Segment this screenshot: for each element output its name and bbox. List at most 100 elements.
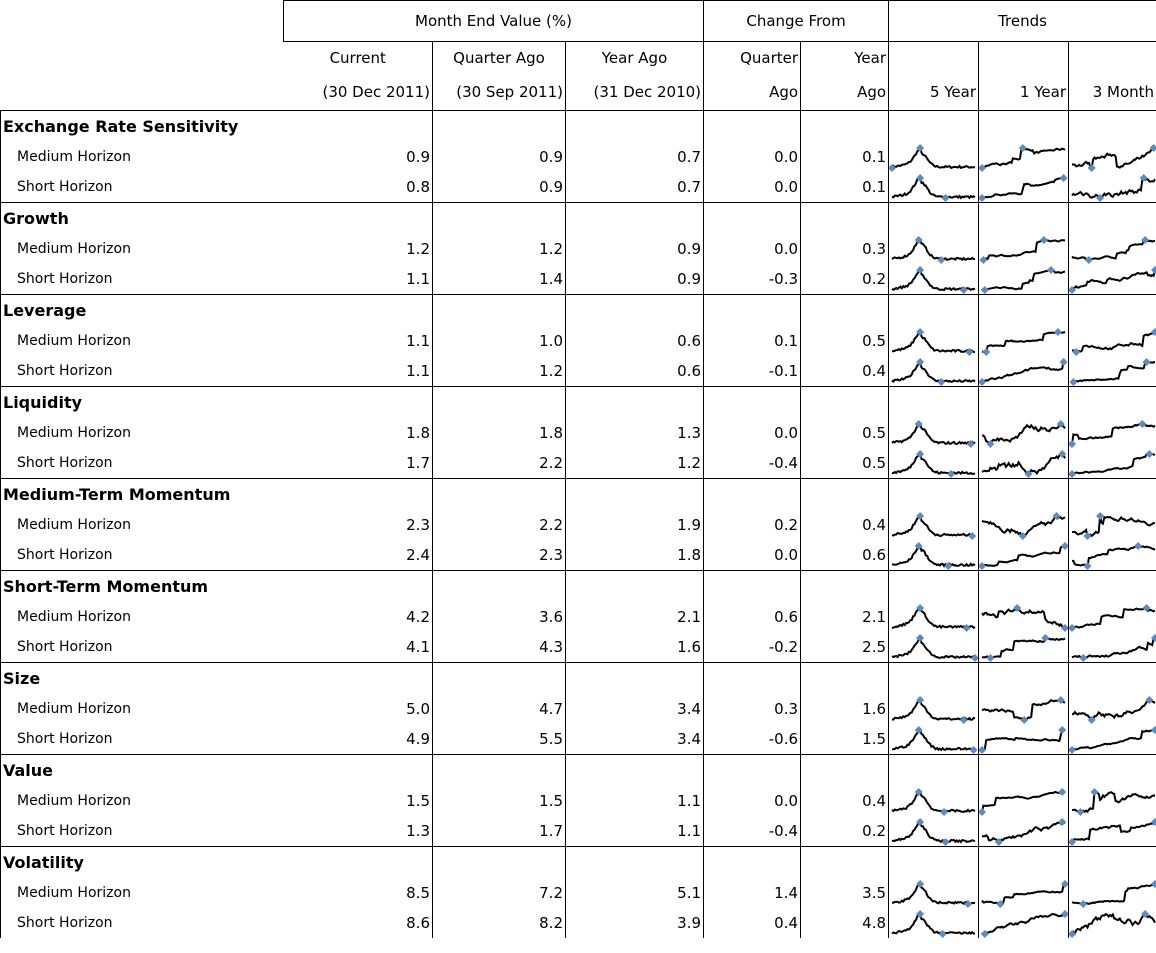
column-header: 1 Year: [978, 73, 1070, 111]
value-cell: 1.6: [565, 632, 705, 663]
empty-cell: [283, 294, 433, 326]
sparkline-marker: [966, 440, 975, 448]
empty-cell: [432, 110, 566, 142]
value-cell: 8.2: [432, 908, 566, 938]
sparkline: [981, 450, 1067, 478]
trend-cell: [1068, 908, 1156, 938]
empty-cell: [703, 202, 802, 234]
column-header: (30 Sep 2011): [432, 73, 566, 111]
value-cell: 0.5: [800, 326, 890, 356]
sparkline: [981, 634, 1066, 662]
empty-cell: [978, 478, 1070, 510]
value-cell: 0.6: [565, 356, 705, 387]
value-cell: 0.2: [800, 816, 890, 847]
sparkline-marker: [1069, 930, 1077, 938]
sparkline-marker: [1151, 880, 1156, 888]
data-row: Short Horizon 4.1 4.3 1.6 -0.2 2.5: [0, 632, 1156, 663]
sparkline-line: [1071, 912, 1156, 936]
sparkline-line: [891, 790, 976, 814]
sparkline-marker: [1142, 604, 1151, 612]
sparkline-marker: [959, 286, 968, 294]
sparkline-marker: [1046, 266, 1055, 274]
row-label: Short Horizon: [0, 632, 284, 663]
sparkline-line: [981, 790, 1066, 813]
group-row: Size: [0, 662, 1156, 694]
sparkline: [1069, 910, 1156, 938]
sparkline-line: [1071, 637, 1156, 660]
sparkline-marker: [937, 378, 946, 386]
sparkline-marker: [940, 808, 949, 816]
sparkline: [1071, 634, 1156, 662]
sparkline-marker: [1069, 378, 1078, 386]
value-cell: 5.1: [565, 878, 705, 908]
empty-cell: [800, 386, 890, 418]
trend-cell: [1068, 448, 1156, 479]
empty-cell: [800, 202, 890, 234]
sparkline-marker: [1041, 634, 1050, 642]
sparkline-marker: [1056, 696, 1065, 704]
empty-cell: [800, 478, 890, 510]
sparkline-line: [1071, 729, 1156, 751]
value-cell: 3.6: [432, 602, 566, 632]
group-label: Volatility: [0, 846, 284, 878]
column-header: 5 Year: [888, 73, 980, 111]
value-cell: 0.9: [283, 142, 433, 172]
row-label: Short Horizon: [0, 172, 284, 203]
value-cell: 1.2: [565, 448, 705, 479]
sparkline: [1072, 328, 1156, 356]
sparkline-marker: [980, 286, 989, 294]
column-header: [1068, 41, 1156, 73]
empty-cell: [888, 294, 980, 326]
value-cell: 0.2: [703, 510, 802, 540]
sparkline: [981, 512, 1066, 540]
sparkline-marker: [982, 348, 991, 356]
empty-cell: [432, 478, 566, 510]
row-label: Short Horizon: [0, 540, 284, 571]
sparkline-line: [981, 636, 1066, 660]
sparkline-marker: [916, 174, 925, 182]
empty-cell: [432, 754, 566, 786]
group-label: Leverage: [0, 294, 284, 326]
empty-cell: [1068, 754, 1156, 786]
data-row: Short Horizon 0.8 0.9 0.7 0.0 0.1: [0, 172, 1156, 203]
value-cell: 2.3: [283, 510, 433, 540]
sparkline: [1071, 236, 1156, 264]
sparkline: [1071, 696, 1156, 724]
sparkline-line: [981, 452, 1066, 476]
sparkline: [1069, 604, 1156, 632]
value-cell: 1.1: [283, 356, 433, 387]
trend-cell: [1068, 356, 1156, 387]
trend-cell: [888, 602, 980, 632]
data-row: Medium Horizon 1.5 1.5 1.1 0.0 0.4: [0, 786, 1156, 816]
sparkline-marker: [1151, 634, 1156, 642]
sparkline-marker: [947, 470, 956, 478]
empty-cell: [283, 754, 433, 786]
value-cell: 1.2: [432, 356, 566, 387]
sparkline-line: [1071, 452, 1156, 475]
column-group-header: Trends: [888, 0, 1156, 42]
data-row: Short Horizon 2.4 2.3 1.8 0.0 0.6: [0, 540, 1156, 571]
sparkline-line: [1071, 176, 1156, 200]
trend-cell: [1068, 172, 1156, 203]
sparkline-marker: [979, 194, 987, 202]
value-cell: 1.7: [283, 448, 433, 479]
data-row: Short Horizon 1.7 2.2 1.2 -0.4 0.5: [0, 448, 1156, 479]
value-cell: 1.8: [432, 418, 566, 448]
empty-cell: [703, 662, 802, 694]
sparkline-marker: [969, 746, 978, 754]
sparkline: [891, 542, 976, 570]
value-cell: 0.0: [703, 418, 802, 448]
empty-cell: [432, 294, 566, 326]
sparkline-marker: [916, 450, 925, 458]
sparkline-marker: [980, 930, 989, 938]
value-cell: 0.1: [800, 172, 890, 203]
empty-cell: [1068, 570, 1156, 602]
sparkline-marker: [1138, 420, 1147, 428]
data-row: Short Horizon 1.1 1.4 0.9 -0.3 0.2: [0, 264, 1156, 295]
empty-cell: [283, 386, 433, 418]
empty-cell: [703, 570, 802, 602]
trend-cell: [978, 694, 1070, 724]
data-row: Medium Horizon 5.0 4.7 3.4 0.3 1.6: [0, 694, 1156, 724]
sparkline-marker: [916, 604, 925, 612]
row-label: Short Horizon: [0, 908, 284, 938]
